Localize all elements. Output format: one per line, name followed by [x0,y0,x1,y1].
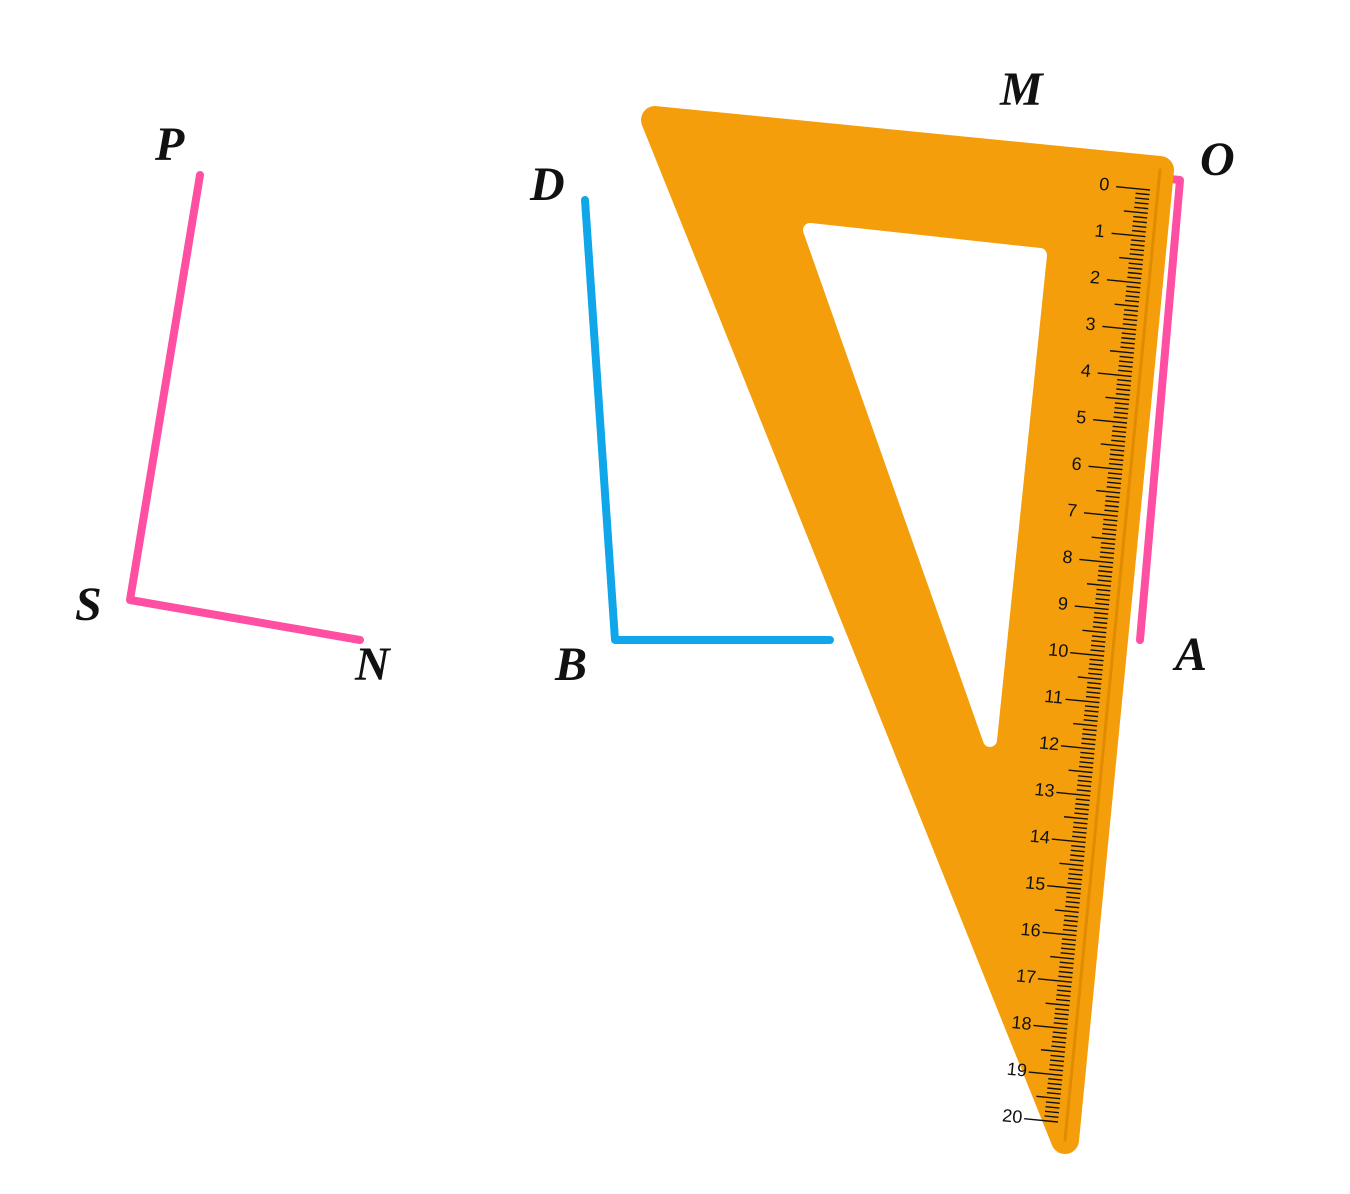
ruler-number: 18 [1011,1012,1033,1034]
ruler-number: 1 [1094,220,1106,241]
label-n: N [354,638,392,691]
ruler-number: 14 [1029,826,1051,848]
ruler-number: 3 [1085,314,1097,335]
label-s: S [75,578,102,631]
label-b: B [554,638,587,691]
label-a: A [1172,628,1207,681]
ruler-number: 15 [1024,872,1046,894]
ruler-number: 7 [1066,500,1078,521]
label-o: O [1200,133,1235,186]
ruler-number: 10 [1047,639,1069,661]
ruler-number: 8 [1062,547,1074,568]
angle-psn [130,175,360,640]
ruler-number: 5 [1075,407,1087,428]
ruler-number: 6 [1071,453,1083,474]
ruler-number: 19 [1006,1059,1028,1081]
ruler-number: 12 [1038,733,1060,755]
ruler-number: 11 [1043,686,1064,708]
ruler-number: 2 [1089,267,1101,288]
ruler-number: 0 [1098,174,1110,195]
ruler-number: 16 [1020,919,1042,941]
ruler-number: 17 [1015,966,1037,988]
label-m: M [999,63,1045,116]
ruler-number: 4 [1080,360,1092,381]
ruler-number: 13 [1034,779,1056,801]
label-p: P [154,118,185,171]
ruler-number: 9 [1057,593,1069,614]
ruler-number: 20 [1001,1105,1023,1127]
set-square: 01234567891011121314151617181920 [655,120,1160,1140]
label-d: D [529,158,565,211]
